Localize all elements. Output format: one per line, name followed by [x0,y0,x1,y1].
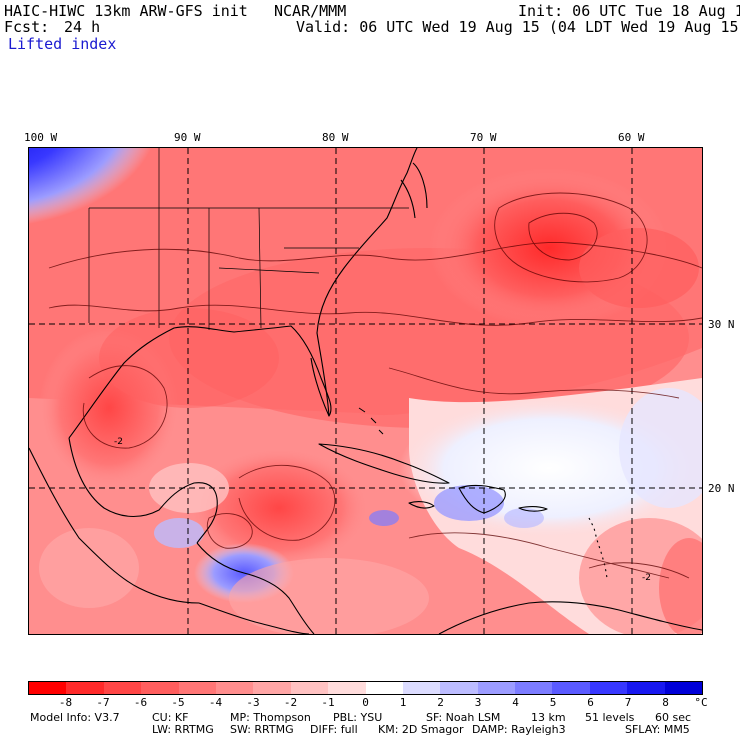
colorbar-swatch [627,682,665,694]
lon-label-60w: 60 W [618,131,645,144]
footer-sflay: SFLAY: MM5 [625,723,690,736]
colorbar-swatch [515,682,553,694]
colorbar-tick-label: 0 [362,696,369,709]
colorbar-swatch [477,682,516,694]
colorbar-tick-label: -8 [58,696,73,709]
colorbar-swatch [290,682,329,694]
field-name: Lifted index [8,35,117,53]
lat-label-30n: 30 N [708,318,735,331]
colorbar-tick-label: 6 [587,696,594,709]
colorbar-tick-label: 7 [624,696,632,709]
colorbar-swatch [178,682,216,694]
colorbar-swatch [141,682,179,694]
lifted-index-map: -2 -2 [28,147,703,635]
footer-damp: DAMP: Rayleigh3 [472,723,566,736]
colorbar-tick-label: -7 [96,696,110,709]
colorbar-swatch [664,682,703,694]
footer-km: KM: 2D Smagor [378,723,464,736]
org-label: NCAR/MMM [274,2,347,20]
colorbar-tick-label: 1 [399,696,407,709]
lon-label-100w: 100 W [24,131,58,144]
footer-pbl: PBL: YSU [333,711,383,724]
colorbar [28,681,703,695]
colorbar-tick-label: 2 [437,696,444,709]
lon-label-80w: 80 W [322,131,349,144]
colorbar-tick-label: 8 [662,696,669,709]
init-time: Init: 06 UTC Tue 18 Aug 15 [518,2,740,20]
footer-diff: DIFF: full [310,723,358,736]
colorbar-tick-label: -5 [171,696,185,709]
colorbar-swatch [365,682,403,694]
colorbar-swatch [402,682,441,694]
colorbar-tick-label: 3 [474,696,482,709]
colorbar-swatch [328,682,366,694]
colorbar-swatch [29,682,67,694]
footer-sw: SW: RRTMG [230,723,294,736]
colorbar-swatch [103,682,142,694]
contour-label: -2 [114,437,123,447]
colorbar-tick-label: 5 [549,696,557,709]
colorbar-swatch [552,682,590,694]
footer-resolution: 13 km [531,711,566,724]
forecast-hour: 24 h [64,18,101,36]
contour-label: -2 [642,573,651,583]
colorbar-tick-label: -6 [133,696,148,709]
colorbar-tick-label: -2 [283,696,298,709]
colorbar-swatch [253,682,291,694]
colorbar-swatch [589,682,628,694]
footer-model-info: Model Info: V3.7 [30,711,120,724]
colorbar-swatch [215,682,254,694]
lat-label-20n: 20 N [708,482,735,495]
footer-mp: MP: Thompson [230,711,311,724]
lon-label-90w: 90 W [174,131,201,144]
colorbar-tick-label: -1 [321,696,335,709]
forecast-label: Fcst: [4,18,50,36]
footer-levels: 51 levels [585,711,635,724]
model-title: HAIC-HIWC 13km ARW-GFS init [4,2,248,20]
colorbar-tick-label: -3 [246,696,260,709]
colorbar-unit: °C [694,696,708,709]
colorbar-swatch [66,682,104,694]
footer-timestep: 60 sec [655,711,692,724]
footer-lw: LW: RRTMG [152,723,214,736]
lon-label-70w: 70 W [470,131,497,144]
colorbar-tick-label: 4 [512,696,519,709]
footer-sf: SF: Noah LSM [426,711,501,724]
colorbar-tick-label: -4 [208,696,223,709]
valid-time: Valid: 06 UTC Wed 19 Aug 15 (04 LDT Wed … [296,18,740,36]
footer-cu: CU: KF [152,711,189,724]
colorbar-swatch [440,682,478,694]
